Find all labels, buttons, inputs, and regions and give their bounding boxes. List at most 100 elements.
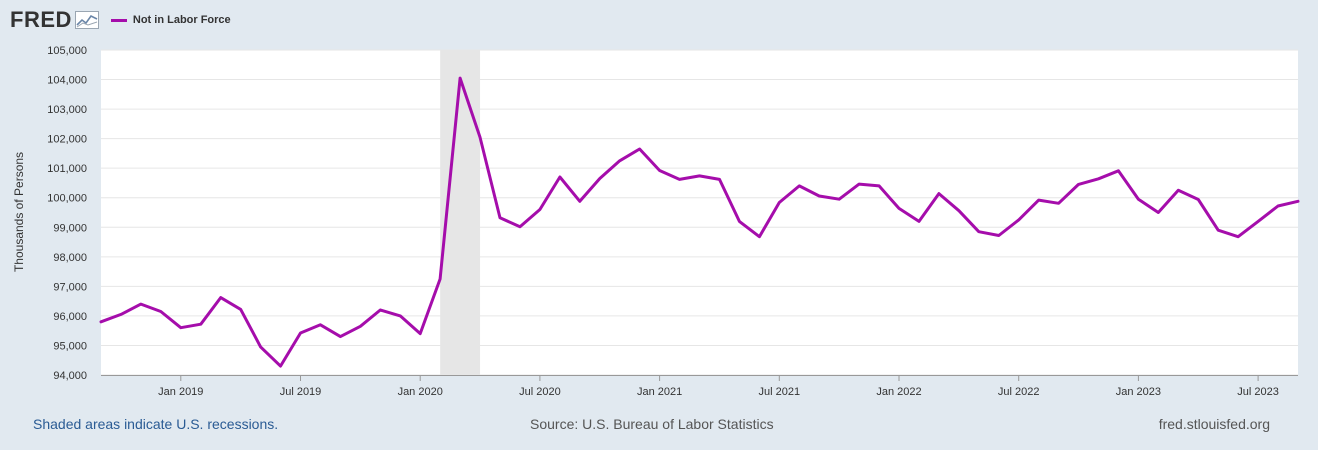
y-tick-label: 100,000 — [47, 193, 87, 205]
fred-logo-text: FRED — [10, 7, 72, 32]
data-point[interactable] — [1234, 233, 1242, 241]
data-point[interactable] — [556, 173, 564, 181]
data-point[interactable] — [1294, 197, 1302, 205]
data-point[interactable] — [735, 217, 743, 225]
y-axis: 94,000 95,000 96,000 97,000 98,000 99,000 100,… — [47, 45, 87, 382]
x-tick-label: Jul 2020 — [519, 386, 561, 398]
series-layer — [97, 74, 1302, 370]
data-point[interactable] — [1055, 199, 1063, 207]
data-point[interactable] — [416, 330, 424, 338]
source-text: Source: U.S. Bureau of Labor Statistics — [530, 416, 774, 432]
data-point[interactable] — [1075, 180, 1083, 188]
site-link[interactable]: fred.stlouisfed.org — [1158, 416, 1270, 432]
data-point[interactable] — [975, 228, 983, 236]
data-point[interactable] — [815, 192, 823, 200]
data-point[interactable] — [1214, 226, 1222, 234]
data-point[interactable] — [636, 145, 644, 153]
data-point[interactable] — [356, 322, 364, 330]
data-point[interactable] — [157, 307, 165, 315]
x-axis: Jan 2019 Jul 2019 Jan 2020 Jul 2020 Jan 2021… — [101, 375, 1298, 398]
data-point[interactable] — [456, 74, 464, 82]
data-point[interactable] — [436, 275, 444, 283]
data-point[interactable] — [117, 310, 125, 318]
data-point[interactable] — [596, 175, 604, 183]
legend-swatch — [110, 18, 127, 22]
x-tick-label: Jul 2023 — [1237, 386, 1279, 398]
y-tick-label: 94,000 — [53, 370, 87, 382]
plot-background — [101, 50, 1298, 375]
y-tick-label: 99,000 — [53, 222, 87, 234]
data-point[interactable] — [396, 312, 404, 320]
x-tick-label: Jul 2019 — [280, 386, 322, 398]
y-tick-label: 98,000 — [53, 252, 87, 264]
data-point[interactable] — [1134, 195, 1142, 203]
data-point[interactable] — [316, 321, 324, 329]
data-point[interactable] — [1015, 216, 1023, 224]
data-point[interactable] — [217, 294, 225, 302]
data-point[interactable] — [855, 180, 863, 188]
data-point[interactable] — [97, 318, 105, 326]
chart-header: FRED Not in Labor Force — [10, 6, 231, 34]
x-tick-label: Jan 2022 — [876, 386, 921, 398]
y-tick-label: 105,000 — [47, 45, 87, 57]
data-point[interactable] — [935, 190, 943, 198]
y-tick-label: 101,000 — [47, 163, 87, 175]
series-line[interactable] — [99, 76, 1300, 368]
chart-area: 94,000 95,000 96,000 97,000 98,000 99,000 100,… — [12, 45, 1302, 398]
data-point[interactable] — [995, 232, 1003, 240]
x-tick-label: Jan 2023 — [1116, 386, 1161, 398]
data-point[interactable] — [336, 333, 344, 341]
x-tick-label: Jul 2021 — [759, 386, 801, 398]
data-point[interactable] — [1194, 196, 1202, 204]
data-point[interactable] — [137, 300, 145, 308]
data-point[interactable] — [1254, 217, 1262, 225]
data-point[interactable] — [875, 182, 883, 190]
data-point[interactable] — [755, 233, 763, 241]
data-point[interactable] — [177, 324, 185, 332]
data-point[interactable] — [895, 204, 903, 212]
data-point[interactable] — [835, 195, 843, 203]
data-point[interactable] — [277, 362, 285, 370]
data-point[interactable] — [915, 217, 923, 225]
data-point[interactable] — [476, 133, 484, 141]
data-point[interactable] — [1114, 167, 1122, 175]
y-axis-label: Thousands of Persons — [12, 152, 26, 272]
x-tick-label: Jul 2022 — [998, 386, 1040, 398]
legend-label: Not in Labor Force — [132, 14, 231, 26]
data-point[interactable] — [775, 198, 783, 206]
y-tick-label: 102,000 — [47, 134, 87, 146]
data-point[interactable] — [1274, 202, 1282, 210]
recession-note: Shaded areas indicate U.S. recessions. — [33, 416, 279, 432]
legend[interactable]: Not in Labor Force — [110, 14, 231, 26]
data-point[interactable] — [376, 306, 384, 314]
data-point[interactable] — [237, 305, 245, 313]
data-point[interactable] — [715, 175, 723, 183]
data-point[interactable] — [257, 343, 265, 351]
data-point[interactable] — [197, 320, 205, 328]
data-point[interactable] — [795, 182, 803, 190]
fred-logo[interactable]: FRED — [10, 9, 99, 31]
data-point[interactable] — [676, 175, 684, 183]
y-tick-label: 95,000 — [53, 340, 87, 352]
data-point[interactable] — [496, 214, 504, 222]
x-tick-label: Jan 2020 — [398, 386, 443, 398]
data-point[interactable] — [297, 329, 305, 337]
data-point[interactable] — [696, 172, 704, 180]
data-point[interactable] — [1174, 186, 1182, 194]
data-point[interactable] — [656, 167, 664, 175]
data-point[interactable] — [955, 207, 963, 215]
data-point[interactable] — [516, 223, 524, 231]
chart-trend-icon — [74, 11, 99, 29]
data-point[interactable] — [576, 197, 584, 205]
x-tick-label: Jan 2021 — [637, 386, 682, 398]
data-point[interactable] — [1154, 209, 1162, 217]
y-tick-label: 97,000 — [53, 281, 87, 293]
y-tick-label: 104,000 — [47, 75, 87, 87]
y-tick-label: 96,000 — [53, 311, 87, 323]
y-tick-label: 103,000 — [47, 104, 87, 116]
data-point[interactable] — [1095, 175, 1103, 183]
x-tick-label: Jan 2019 — [158, 386, 203, 398]
data-point[interactable] — [616, 157, 624, 165]
data-point[interactable] — [1035, 196, 1043, 204]
data-point[interactable] — [536, 206, 544, 214]
